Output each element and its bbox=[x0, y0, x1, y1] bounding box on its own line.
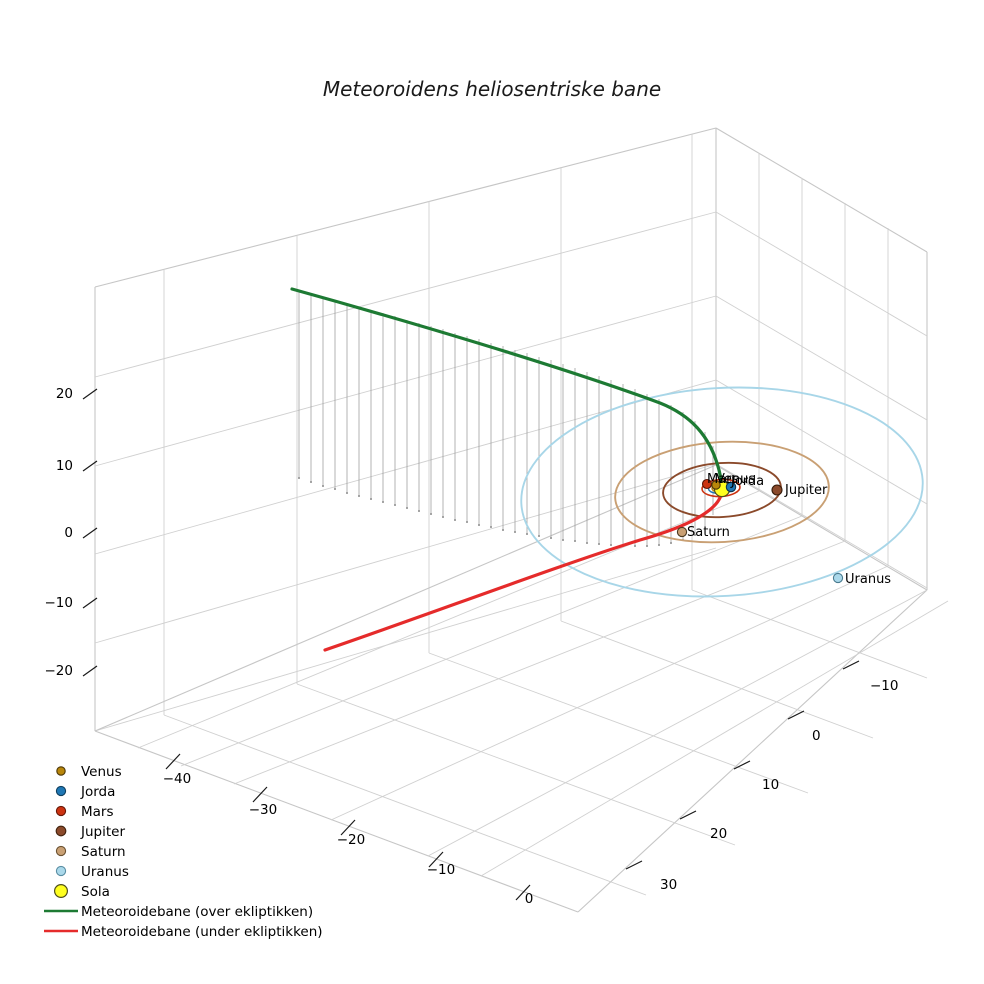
y-tickmark bbox=[787, 710, 805, 720]
z-tickmark bbox=[82, 460, 98, 472]
body-label-mars: Mars bbox=[707, 472, 739, 487]
legend-item-jupiter[interactable]: Jupiter bbox=[55, 824, 125, 840]
y-tick-label-10: 10 bbox=[762, 777, 779, 793]
body-marker-jorda[interactable] bbox=[725, 481, 737, 493]
x-tickmark bbox=[428, 851, 444, 868]
legend-marker-venus bbox=[56, 766, 66, 776]
legend-label-venus: Venus bbox=[81, 764, 122, 780]
orbit-saturn bbox=[614, 440, 830, 544]
page-title: Meteoroidens heliosentriske bane bbox=[323, 77, 661, 101]
z-tick-label-20: 20 bbox=[56, 386, 73, 402]
z-tick-label-10: 10 bbox=[56, 458, 73, 474]
x-axis: −40 −30 −20 −10 0 bbox=[163, 753, 534, 907]
body-label-uranus: Uranus bbox=[845, 572, 891, 587]
legend-item-mars[interactable]: Mars bbox=[55, 804, 114, 820]
body-label-jupiter: Jupiter bbox=[784, 483, 828, 498]
legend-label-below-ecliptic: Meteoroidebane (under ekliptikken) bbox=[81, 924, 323, 940]
legend-item-venus[interactable]: Venus bbox=[56, 764, 122, 780]
y-tickmark bbox=[733, 760, 751, 770]
y-tickmark bbox=[679, 810, 697, 820]
x-tick-label-0: 0 bbox=[525, 891, 534, 907]
legend-label-jorda: Jorda bbox=[80, 784, 115, 800]
legend-marker-jorda bbox=[55, 785, 67, 797]
celestial-bodies: Saturn Uranus Jupiter Mars Venus Jorda bbox=[676, 472, 891, 587]
pane-floor bbox=[94, 464, 949, 913]
z-tick-label-neg10: −10 bbox=[45, 595, 74, 611]
body-marker-uranus[interactable] bbox=[832, 572, 844, 584]
legend-label-above-ecliptic: Meteoroidebane (over ekliptikken) bbox=[81, 904, 313, 920]
x-tickmark bbox=[165, 753, 181, 770]
z-tick-label-0: 0 bbox=[64, 525, 73, 541]
legend-label-uranus: Uranus bbox=[81, 864, 129, 880]
body-marker-jupiter[interactable] bbox=[771, 484, 783, 496]
x-tick-label-neg30: −30 bbox=[249, 802, 278, 818]
orbit-uranus bbox=[520, 386, 924, 598]
trajectory-droplines bbox=[298, 291, 714, 547]
legend-label-saturn: Saturn bbox=[81, 844, 126, 860]
x-tickmark bbox=[515, 884, 531, 901]
y-tick-label-20: 20 bbox=[710, 826, 727, 842]
x-tick-label-neg40: −40 bbox=[163, 771, 192, 787]
y-tickmark bbox=[842, 660, 860, 670]
body-label-venus: Venus bbox=[716, 472, 755, 487]
z-tickmark bbox=[82, 388, 98, 400]
legend-item-saturn[interactable]: Saturn bbox=[55, 844, 126, 860]
legend-item-jorda[interactable]: Jorda bbox=[55, 784, 115, 800]
z-axis: 20 10 0 −10 −20 bbox=[45, 386, 98, 679]
legend-marker-saturn bbox=[55, 845, 67, 857]
legend-item-sola[interactable]: Sola bbox=[53, 883, 110, 900]
z-tickmark bbox=[82, 597, 98, 609]
legend-label-sola: Sola bbox=[81, 884, 110, 900]
legend-item-trajectory-below[interactable]: Meteoroidebane (under ekliptikken) bbox=[44, 924, 323, 940]
x-tickmark bbox=[252, 786, 268, 803]
z-tickmark bbox=[82, 527, 98, 539]
body-label-jorda: Jorda bbox=[730, 474, 764, 489]
legend-marker-uranus bbox=[55, 865, 67, 877]
y-tick-label-30: 30 bbox=[660, 877, 677, 893]
legend: Venus Jorda Mars Jupiter Saturn Uranus S… bbox=[44, 764, 323, 940]
trajectory-below-ecliptic bbox=[323, 487, 724, 652]
legend-item-uranus[interactable]: Uranus bbox=[55, 864, 129, 880]
legend-label-mars: Mars bbox=[81, 804, 114, 820]
legend-item-trajectory-above[interactable]: Meteoroidebane (over ekliptikken) bbox=[44, 904, 313, 920]
body-marker-saturn[interactable] bbox=[676, 526, 688, 538]
legend-marker-mars bbox=[55, 805, 67, 817]
x-tick-label-neg20: −20 bbox=[337, 832, 366, 848]
legend-marker-sola bbox=[53, 883, 68, 898]
legend-marker-jupiter bbox=[55, 825, 67, 837]
planetary-orbits bbox=[520, 386, 924, 598]
y-tick-label-0: 0 bbox=[812, 728, 821, 744]
x-tick-label-neg10: −10 bbox=[427, 862, 456, 878]
z-tick-label-neg20: −20 bbox=[45, 663, 74, 679]
body-label-saturn: Saturn bbox=[687, 525, 730, 540]
y-tickmark bbox=[625, 860, 643, 870]
y-tick-label-neg10: −10 bbox=[870, 678, 899, 694]
pane-back-right bbox=[715, 127, 928, 590]
meteoroid-trajectory bbox=[290, 287, 724, 652]
z-tickmark bbox=[82, 665, 98, 677]
y-axis: −10 0 10 20 30 bbox=[625, 660, 899, 893]
body-marker-venus[interactable] bbox=[711, 480, 721, 490]
axes-panes bbox=[94, 127, 949, 913]
x-tickmark bbox=[340, 819, 356, 836]
trajectory-above-ecliptic bbox=[290, 287, 724, 491]
legend-label-jupiter: Jupiter bbox=[80, 824, 125, 840]
